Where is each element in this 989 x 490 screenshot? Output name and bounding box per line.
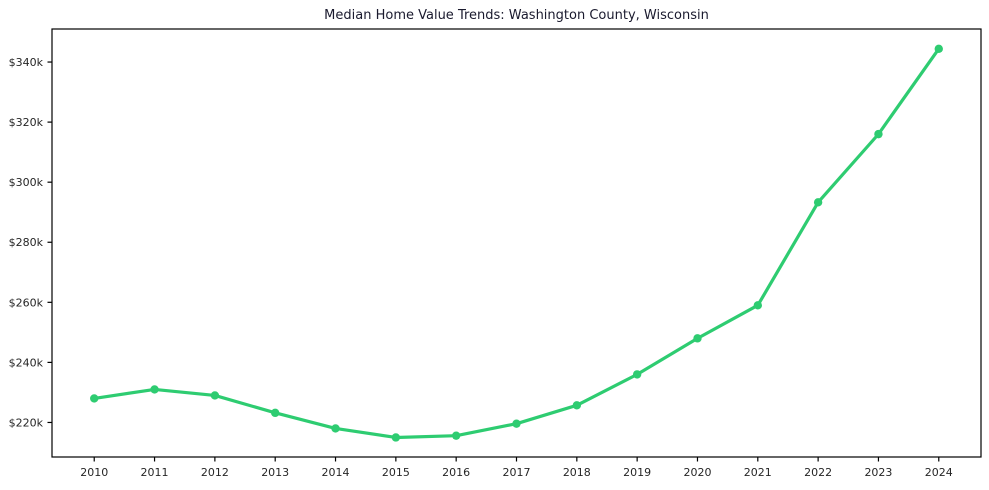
x-tick-label: 2019 (623, 466, 651, 479)
line-series (92, 47, 941, 440)
x-tick-label: 2016 (442, 466, 470, 479)
x-tick-label: 2023 (864, 466, 892, 479)
x-tick-label: 2011 (141, 466, 169, 479)
x-tick-label: 2018 (563, 466, 591, 479)
data-point-2020 (693, 334, 702, 343)
y-tick-label: $320k (9, 116, 44, 129)
y-tick-label: $340k (9, 56, 44, 69)
y-tick-label: $260k (9, 296, 44, 309)
y-tick-label: $300k (9, 176, 44, 189)
x-tick-label: 2015 (382, 466, 410, 479)
y-tick-label: $280k (9, 236, 44, 249)
data-point-2010 (90, 394, 99, 403)
data-point-2015 (391, 433, 401, 442)
x-tick-label: 2021 (744, 466, 772, 479)
x-tick-label: 2020 (683, 466, 711, 479)
data-point-2017 (512, 419, 521, 428)
x-tick-label: 2014 (322, 466, 350, 479)
data-point-2021 (753, 301, 762, 310)
x-tick-label: 2013 (261, 466, 289, 479)
x-tick-label: 2022 (804, 466, 832, 479)
x-tick-label: 2012 (201, 466, 229, 479)
data-point-2019 (632, 370, 642, 379)
y-tick-label: $220k (9, 416, 44, 429)
data-point-2024 (934, 44, 943, 54)
data-point-2016 (451, 431, 461, 440)
y-tick-label: $240k (9, 356, 44, 369)
x-tick-label: 2010 (80, 466, 108, 479)
data-point-2012 (210, 391, 220, 400)
data-point-2022 (813, 198, 823, 207)
data-point-2023 (874, 129, 883, 139)
chart-title: Median Home Value Trends: Washington Cou… (324, 8, 709, 23)
x-tick-label: 2024 (925, 466, 953, 479)
data-point-2013 (271, 408, 280, 418)
data-point-2014 (331, 424, 340, 433)
x-tick-label: 2017 (503, 466, 531, 479)
data-point-2018 (572, 401, 582, 410)
data-point-2011 (150, 385, 159, 394)
